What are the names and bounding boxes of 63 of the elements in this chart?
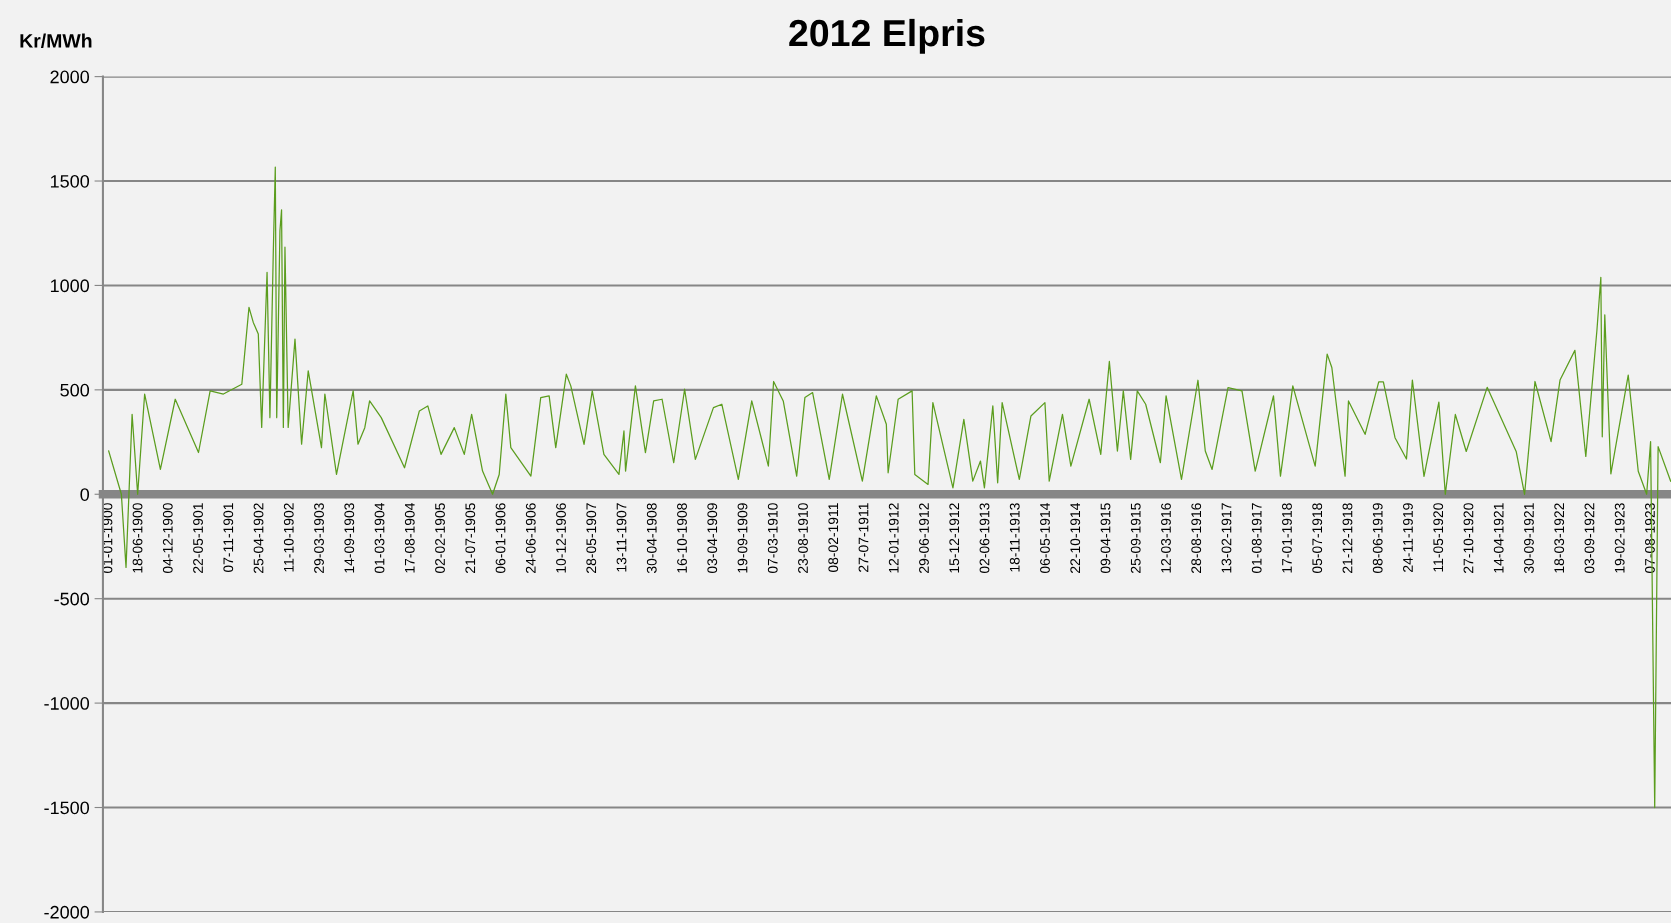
x-tick-label: 30-09-1921 bbox=[1524, 503, 1534, 574]
x-tick-label: 07-03-1910 bbox=[767, 503, 778, 574]
x-tick-label: 16-10-1908 bbox=[677, 503, 687, 573]
x-tick-label: 15-12-1912 bbox=[949, 503, 960, 573]
x-tick-label: 27-10-1920 bbox=[1463, 503, 1474, 573]
x-tick-label: 14-04-1921 bbox=[1493, 503, 1504, 573]
x-tick-label: 12-01-1912 bbox=[888, 503, 899, 573]
y-tick-label: -1000 bbox=[44, 697, 90, 710]
x-tick-label: 25-04-1902 bbox=[253, 503, 264, 573]
y-tick-label: 1000 bbox=[50, 279, 90, 293]
x-tick-label: 07-08-1923 bbox=[1645, 503, 1655, 574]
x-tick-label: 11-10-1902 bbox=[283, 503, 294, 572]
x-tick-label: 29-03-1903 bbox=[314, 503, 324, 573]
y-axis-title: Kr/MWh bbox=[20, 33, 92, 48]
x-tick-label: 18-03-1922 bbox=[1554, 503, 1565, 573]
x-tick-label: 06-01-1906 bbox=[495, 503, 506, 574]
x-tick-label: 13-11-1907 bbox=[616, 503, 627, 572]
y-tick-label: -1500 bbox=[44, 801, 90, 815]
x-tick-label: 28-08-1916 bbox=[1191, 503, 1202, 573]
x-tick-label: 04-12-1900 bbox=[162, 503, 173, 574]
y-tick-label: 500 bbox=[60, 383, 90, 397]
x-tick-label: 01-03-1904 bbox=[374, 503, 385, 574]
x-tick-label: 02-06-1913 bbox=[979, 503, 990, 574]
x-tick-label: 29-06-1912 bbox=[919, 503, 929, 573]
x-tick-label: 01-08-1917 bbox=[1251, 503, 1262, 574]
x-tick-label: 28-05-1907 bbox=[586, 503, 597, 573]
x-tick-label: 17-08-1904 bbox=[404, 503, 415, 573]
x-tick-label: 23-08-1910 bbox=[798, 503, 808, 573]
x-tick-label: 18-11-1913 bbox=[1009, 503, 1020, 572]
x-tick-label: 06-05-1914 bbox=[1040, 503, 1050, 574]
x-tick-label: 30-04-1908 bbox=[646, 503, 657, 574]
x-tick-label: 22-10-1914 bbox=[1070, 503, 1081, 573]
x-tick-label: 17-01-1918 bbox=[1282, 503, 1292, 573]
x-tick-label: 13-02-1917 bbox=[1221, 503, 1232, 573]
y-tick-label: 2000 bbox=[50, 70, 90, 84]
x-tick-label: 25-09-1915 bbox=[1130, 503, 1141, 573]
x-tick-label: 03-09-1922 bbox=[1584, 503, 1595, 574]
y-tick-label: 0 bbox=[80, 488, 90, 501]
y-tick-label: -2000 bbox=[44, 905, 90, 919]
x-tick-label: 11-05-1920 bbox=[1433, 503, 1444, 572]
x-tick-label: 22-05-1901 bbox=[193, 503, 203, 573]
x-tick-label: 21-07-1905 bbox=[465, 503, 476, 573]
x-tick-label: 12-03-1916 bbox=[1161, 503, 1171, 573]
x-tick-label: 09-04-1915 bbox=[1100, 503, 1111, 574]
chart-title: 2012 Elpris bbox=[789, 18, 985, 54]
x-tick-label: 08-02-1911 bbox=[828, 503, 839, 573]
x-tick-label: 19-09-1909 bbox=[737, 503, 748, 573]
x-tick-label: 08-06-1919 bbox=[1372, 503, 1383, 574]
x-tick-label: 19-02-1923 bbox=[1614, 503, 1625, 573]
y-tick-label: 1500 bbox=[50, 174, 90, 188]
y-tick-label: -500 bbox=[54, 592, 90, 606]
x-tick-label: 27-07-1911 bbox=[858, 503, 869, 572]
x-tick-label: 05-07-1918 bbox=[1312, 503, 1323, 574]
x-tick-label: 07-11-1901 bbox=[223, 503, 234, 573]
x-tick-label: 03-04-1909 bbox=[707, 503, 718, 574]
x-tick-label: 01-01-1900 bbox=[102, 503, 113, 574]
x-tick-label: 21-12-1918 bbox=[1342, 503, 1353, 573]
x-tick-label: 18-06-1900 bbox=[132, 503, 143, 573]
x-tick-label: 02-02-1905 bbox=[435, 503, 445, 574]
x-tick-label: 10-12-1906 bbox=[556, 503, 566, 573]
x-tick-label: 14-09-1903 bbox=[344, 503, 355, 573]
x-tick-label: 24-06-1906 bbox=[525, 503, 536, 573]
x-tick-label: 24-11-1919 bbox=[1403, 503, 1413, 572]
